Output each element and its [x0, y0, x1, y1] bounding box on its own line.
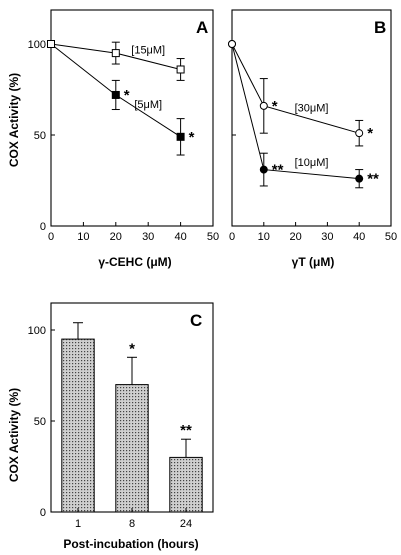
panel-a-data-point [111, 49, 120, 58]
panel-a-letter: A [196, 18, 208, 37]
panel-c: C COX Activity (%) Post-incubation (hour… [7, 302, 214, 551]
panel-a-x-tick-label: 20 [110, 231, 122, 243]
panel-c-x-axis-label: Post-incubation (hours) [63, 537, 198, 551]
panel-b-data-point [259, 101, 268, 110]
panel-a-x-tick-label: 50 [207, 231, 219, 243]
panel-a-y-tick-label: 0 [40, 221, 46, 233]
panel-b-x-tick-label: 0 [229, 231, 235, 243]
panel-a-data-point [47, 40, 55, 48]
panel-c-x-tick-label: 8 [129, 518, 135, 530]
panel-a-x-tick-label: 0 [48, 231, 54, 243]
panel-b-x-tick-label: 30 [321, 231, 333, 243]
panel-b-series-label: [30μM] [295, 103, 329, 115]
panel-b-data-point [259, 165, 268, 174]
panel-b-data-point [228, 40, 236, 48]
panel-a-frame [50, 9, 214, 227]
panel-a-x-tick-label: 40 [174, 231, 186, 243]
panel-b-frame [231, 9, 392, 227]
panel-c-bar [61, 338, 95, 513]
panel-a-y-tick-label: 50 [34, 130, 46, 142]
panel-b-significance-mark: * [367, 125, 373, 142]
panel-b-significance-mark: ** [272, 162, 284, 179]
panel-b-x-tick-label: 10 [258, 231, 270, 243]
panel-b-significance-mark: * [272, 98, 278, 115]
panel-c-bar [115, 384, 149, 513]
panel-a-y-axis-label: COX Activity (%) [7, 73, 21, 167]
panel-c-significance-mark: ** [180, 422, 192, 439]
panel-a-x-axis-label: γ-CEHC (μM) [98, 255, 171, 269]
panel-a-x-tick-label: 30 [142, 231, 154, 243]
panel-a-data-point [111, 90, 120, 99]
panel-b-x-axis-label: γT (μM) [292, 255, 335, 269]
panel-b-x-tick-label: 40 [353, 231, 365, 243]
panel-a-x-tick-label: 10 [77, 231, 89, 243]
panel-a-data-point [176, 65, 185, 74]
panel-b-data-point [355, 129, 364, 138]
panel-c-y-tick-label: 0 [40, 507, 46, 519]
panel-c-y-tick-label: 100 [28, 325, 46, 337]
panel-a-series-label: [5μM] [134, 99, 162, 111]
panel-a-significance-mark: * [124, 87, 130, 104]
panel-a: A COX Activity (%) γ-CEHC (μM) 0 10 20 30 40… [7, 9, 219, 269]
panel-b-significance-mark: ** [367, 171, 379, 188]
panel-b: B γT (μM) 0 10 20 30 40 50**[30μM]****[10μM] [228, 9, 397, 269]
panel-b-data-point [355, 174, 364, 183]
panel-c-bar [169, 456, 203, 513]
panel-c-letter: C [190, 311, 202, 330]
panel-c-significance-mark: * [129, 340, 135, 357]
panel-b-series-label: [10μM] [295, 157, 329, 169]
panel-a-significance-mark: * [189, 129, 195, 146]
panel-c-x-tick-label: 1 [75, 518, 81, 530]
panel-a-y-tick-label: 100 [28, 39, 46, 51]
panel-b-x-tick-label: 50 [385, 231, 397, 243]
panel-c-y-tick-label: 50 [34, 416, 46, 428]
panel-c-x-tick-label: 24 [180, 518, 192, 530]
panel-a-series-label: [15μM] [131, 44, 165, 56]
panel-a-data-point [176, 132, 185, 141]
panel-c-y-axis-label: COX Activity (%) [7, 388, 21, 482]
panel-b-x-tick-label: 20 [289, 231, 301, 243]
panel-b-letter: B [374, 18, 386, 37]
